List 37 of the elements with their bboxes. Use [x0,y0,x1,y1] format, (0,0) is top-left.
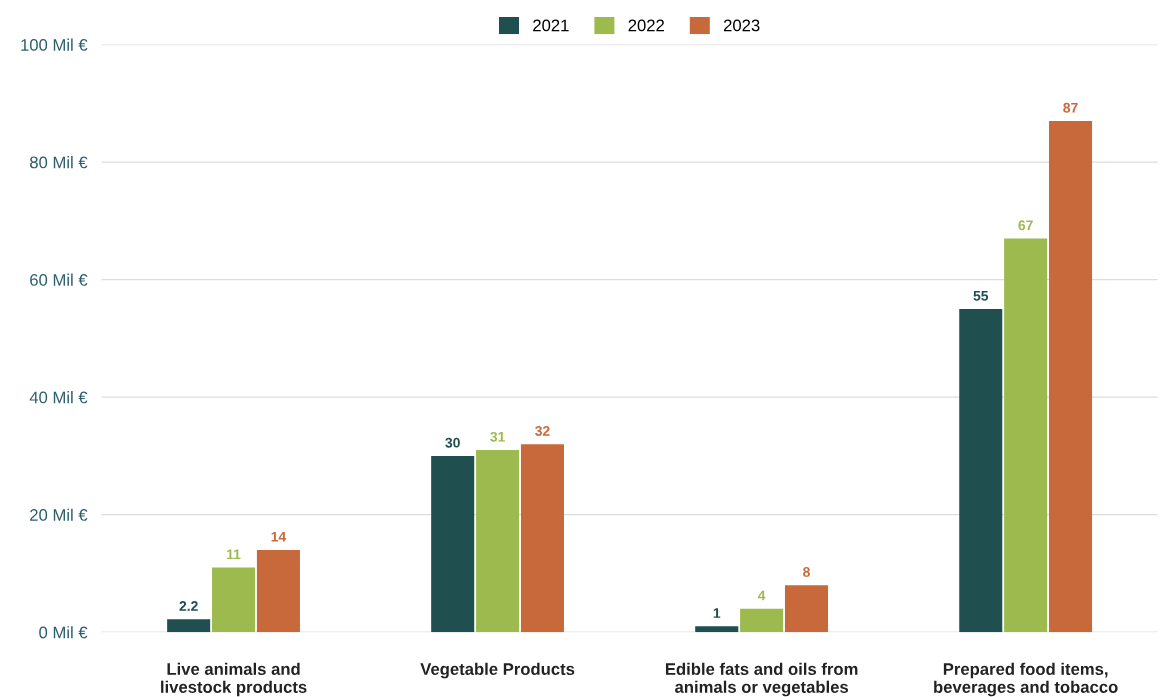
y-tick-label: 100 Mil € [21,38,88,51]
y-tick-label: 80 Mil € [30,156,88,169]
y-tick-label: 20 Mil € [30,508,88,521]
data-label: 31 [490,431,505,442]
bar [959,309,1003,633]
bar [167,619,211,633]
bar [212,567,256,633]
x-tick-label: Live animals and livestock products [161,662,307,697]
bar [695,626,739,633]
bar [256,549,300,633]
x-tick-label: Prepared food items, beverages and tobacco [934,662,1118,697]
data-label: 55 [973,291,989,301]
data-label: 1 [713,608,721,618]
y-tick-label: 60 Mil € [30,273,88,286]
y-tick-label: 40 Mil € [29,391,88,404]
bar [476,450,520,633]
legend-label: 2023 [723,19,760,32]
data-label: 30 [445,437,460,448]
data-label: 2.2 [179,601,198,611]
bar [784,585,829,633]
data-label: 87 [1063,102,1078,113]
x-tick-label: Edible fats and oils from animals or vegetables [665,662,858,697]
legend-label: 2021 [533,19,569,32]
data-label: 32 [535,426,550,436]
data-label: 4 [757,590,766,601]
bar [431,455,475,633]
y-tick-label: 0 Mil € [39,626,88,639]
data-label: 11 [227,549,241,560]
x-tick-label: Vegetable Products [420,662,575,679]
bar [1049,120,1093,633]
data-label: 67 [1018,220,1033,231]
bar [740,608,784,633]
data-label: 8 [803,567,810,577]
legend-label: 2022 [628,19,664,32]
data-label: 14 [271,531,287,542]
bar [1004,238,1048,633]
bar [520,444,564,633]
